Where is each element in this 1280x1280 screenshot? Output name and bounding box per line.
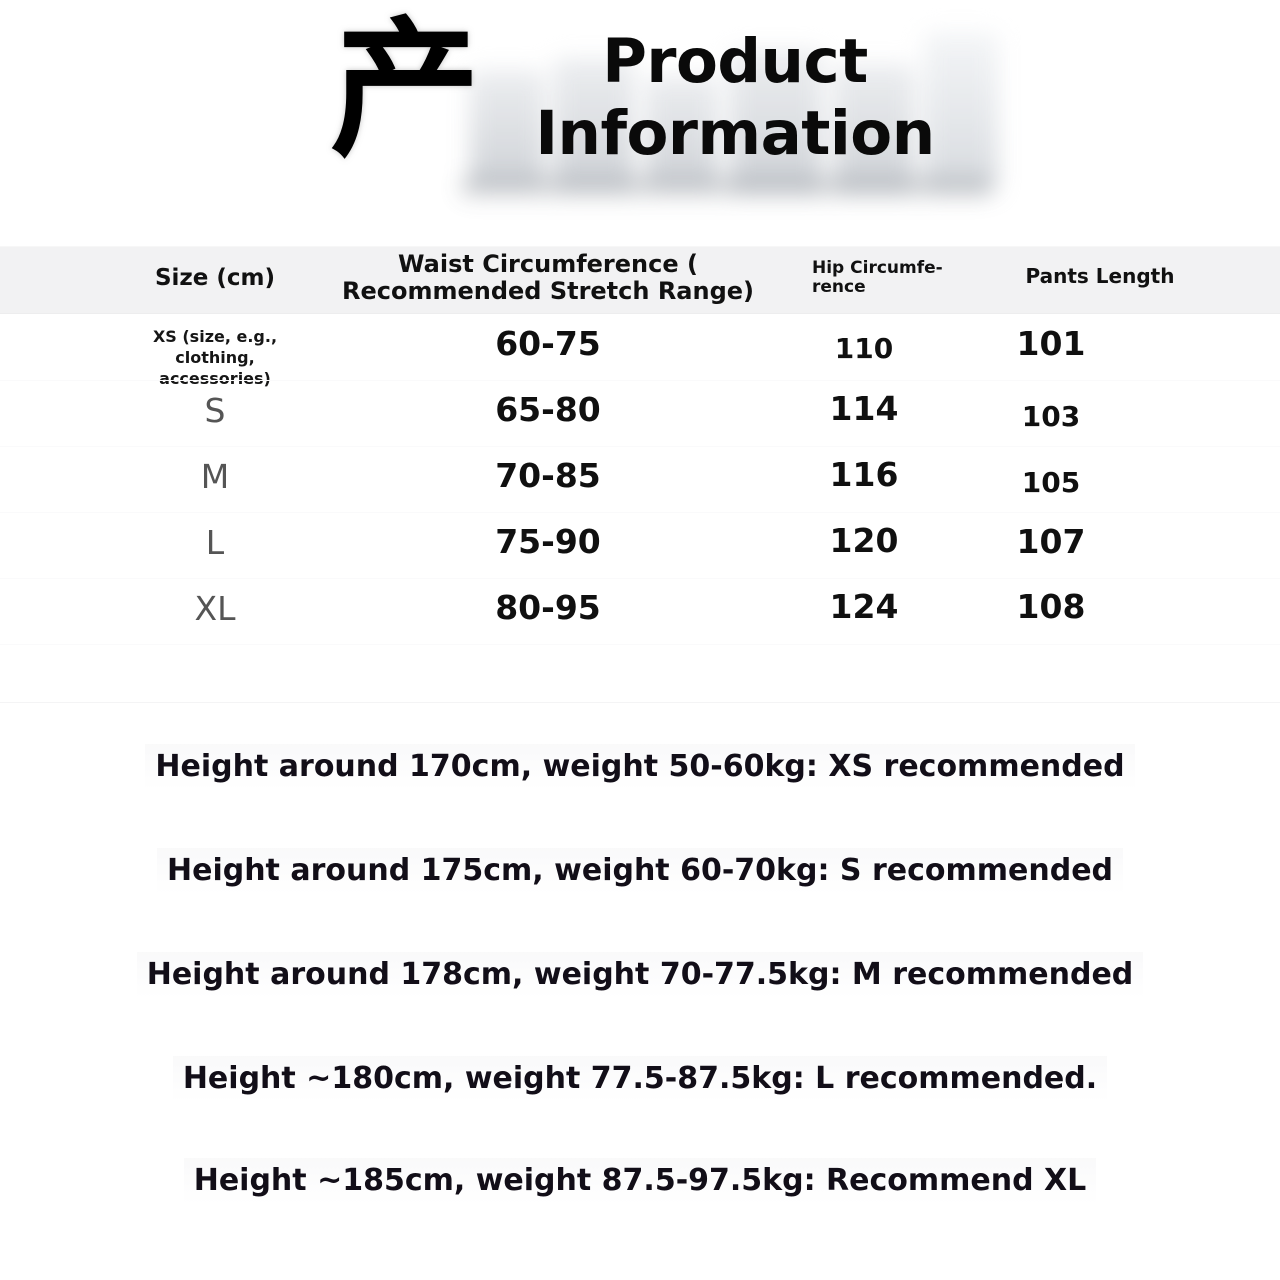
cell-waist: 65-80 — [495, 390, 601, 429]
cell-pants: 103 — [1021, 400, 1081, 433]
page-title-line-2: Information — [535, 98, 935, 169]
cell-waist: 70-85 — [495, 456, 601, 495]
recommendation-line: Height around 175cm, weight 60-70kg: S r… — [0, 848, 1280, 894]
cell-hip: 124 — [829, 587, 899, 626]
cell-pants: 107 — [1016, 522, 1086, 561]
recommendation-text: Height ~185cm, weight 87.5-97.5kg: Recom… — [183, 1158, 1097, 1204]
table-bottom-border — [0, 702, 1280, 703]
table-row: XL 80-95 124 108 — [0, 578, 1280, 644]
cell-waist: 60-75 — [495, 324, 601, 363]
recommendation-text: Height around 170cm, weight 50-60kg: XS … — [145, 744, 1135, 790]
column-header-pants-length: Pants Length — [1025, 264, 1175, 288]
recommendation-line: Height ~185cm, weight 87.5-97.5kg: Recom… — [0, 1158, 1280, 1204]
page-title: Product Information — [470, 26, 1000, 170]
table-row: L 75-90 120 107 — [0, 512, 1280, 578]
blurred-product-photo — [450, 10, 1010, 210]
cell-size: XL — [194, 589, 236, 628]
recommendation-line: Height around 178cm, weight 70-77.5kg: M… — [0, 952, 1280, 998]
table-body: XS (size, e.g., clothing, accessories) 6… — [0, 314, 1280, 704]
cell-size: L — [205, 523, 225, 562]
header-banner: 产 Product Information — [0, 0, 1280, 232]
table-row: M 70-85 116 105 — [0, 446, 1280, 512]
page-title-line-1: Product — [602, 26, 868, 97]
cell-size: M — [200, 457, 230, 496]
column-header-hip-circumference: Hip Circumfe- rence — [812, 258, 943, 298]
table-header-row: Size (cm) Waist Circumference ( Recommen… — [0, 246, 1280, 314]
cell-pants: 105 — [1021, 466, 1081, 499]
table-row: S 65-80 114 103 — [0, 380, 1280, 446]
column-header-size: Size (cm) — [154, 265, 276, 291]
recommendation-text: Height around 178cm, weight 70-77.5kg: M… — [136, 952, 1144, 998]
recommendation-line: Height around 170cm, weight 50-60kg: XS … — [0, 744, 1280, 790]
cell-hip: 120 — [829, 521, 899, 560]
cell-hip: 114 — [829, 389, 899, 428]
cell-waist: 75-90 — [495, 522, 601, 561]
column-header-waist-circumference: Waist Circumference ( Recommended Stretc… — [341, 250, 755, 306]
cell-hip: 116 — [829, 455, 899, 494]
recommendation-text: Height ~180cm, weight 77.5-87.5kg: L rec… — [172, 1056, 1108, 1102]
cell-pants: 101 — [1016, 324, 1086, 363]
recommendation-line: Height ~180cm, weight 77.5-87.5kg: L rec… — [0, 1056, 1280, 1102]
cell-waist: 80-95 — [495, 588, 601, 627]
cell-hip: 110 — [834, 332, 894, 365]
chinese-character-chan: 产 — [330, 4, 481, 178]
table-row: XS (size, e.g., clothing, accessories) 6… — [0, 314, 1280, 388]
size-chart-table: Size (cm) Waist Circumference ( Recommen… — [0, 246, 1280, 704]
recommendation-text: Height around 175cm, weight 60-70kg: S r… — [156, 848, 1124, 894]
cell-size: S — [204, 391, 226, 430]
cell-pants: 108 — [1016, 587, 1086, 626]
cell-size: XS (size, e.g., clothing, accessories) — [152, 327, 278, 388]
